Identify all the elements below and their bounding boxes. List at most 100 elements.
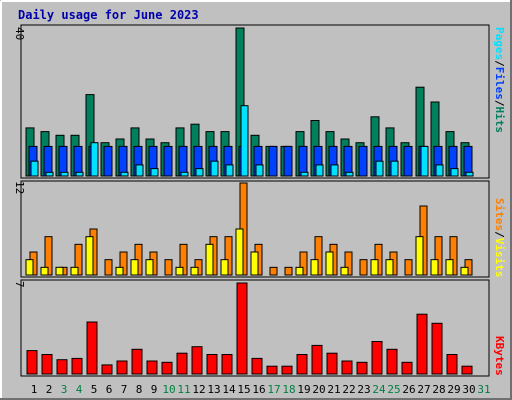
legend-sep-3: / <box>493 231 506 238</box>
legend-visits: Visits <box>493 238 506 278</box>
pages-bar-day-9 <box>150 168 159 177</box>
pages-bar-day-19 <box>300 171 309 177</box>
legend-sep-1: / <box>493 60 506 67</box>
pages-bar-day-25 <box>390 160 399 177</box>
kbytes-bar-day-5 <box>86 321 98 375</box>
kbytes-bar-day-18 <box>281 365 293 375</box>
kbytes-bar-day-24 <box>371 341 383 375</box>
visits-bar-day-16 <box>250 251 259 276</box>
pages-bar-day-3 <box>60 171 69 177</box>
chart-title: Daily usage for June 2023 <box>18 8 199 22</box>
visits-bar-day-1 <box>25 259 34 276</box>
files-bar-day-7 <box>118 145 128 177</box>
pages-bar-day-28 <box>435 164 444 177</box>
kbytes-bar-day-2 <box>41 354 53 375</box>
kbytes-bar-day-6 <box>101 364 113 375</box>
pages-bar-day-5 <box>90 142 99 177</box>
kbytes-bar-day-11 <box>176 352 188 375</box>
visits-bar-day-30 <box>460 266 469 276</box>
x-tick-label-day-14: 14 <box>222 383 236 396</box>
pages-bar-day-8 <box>135 164 144 177</box>
kbytes-bar-day-8 <box>131 348 143 375</box>
files-bar-day-30 <box>463 145 473 177</box>
bars-layer <box>25 27 474 375</box>
panel-bottom-ymax-label: 7 <box>13 281 26 288</box>
visits-bar-day-4 <box>70 266 79 276</box>
sites-bar-day-26 <box>404 259 413 276</box>
files-bar-day-17 <box>268 145 278 177</box>
visits-bar-day-3 <box>55 266 64 276</box>
visits-bar-day-21 <box>325 251 334 276</box>
x-tick-label-day-20: 20 <box>312 383 325 396</box>
x-tick-label-day-6: 6 <box>106 383 113 396</box>
pages-bar-day-29 <box>450 168 459 177</box>
kbytes-bar-day-25 <box>386 348 398 375</box>
pages-bar-day-2 <box>45 171 54 177</box>
files-bar-day-22 <box>343 145 353 177</box>
x-tick-label-day-4: 4 <box>76 383 83 396</box>
x-tick-label-day-22: 22 <box>342 383 355 396</box>
visits-bar-day-20 <box>310 259 319 276</box>
kbytes-bar-day-21 <box>326 352 338 375</box>
legend-pages: Pages <box>493 27 506 60</box>
kbytes-bar-day-4 <box>71 357 83 375</box>
files-bar-day-2 <box>43 145 53 177</box>
x-tick-label-day-11: 11 <box>177 383 190 396</box>
kbytes-bar-day-15 <box>236 282 248 375</box>
visits-bar-day-8 <box>130 259 139 276</box>
pages-bar-day-15 <box>240 105 249 177</box>
kbytes-bar-day-9 <box>146 360 158 375</box>
kbytes-bar-day-1 <box>26 350 38 375</box>
pages-bar-day-30 <box>465 171 474 177</box>
legend-hits: Hits <box>493 107 506 134</box>
pages-bar-day-14 <box>225 164 234 177</box>
x-tick-label-day-25: 25 <box>387 383 400 396</box>
x-tick-label-day-15: 15 <box>237 383 250 396</box>
x-tick-label-day-1: 1 <box>31 383 38 396</box>
legend-top: Pages/Files/Hits <box>493 27 506 133</box>
sites-bar-day-18 <box>284 266 293 276</box>
pages-bar-day-16 <box>255 164 264 177</box>
kbytes-bar-day-13 <box>206 354 218 375</box>
visits-bar-day-14 <box>220 259 229 276</box>
pages-bar-day-24 <box>375 160 384 177</box>
x-tick-label-day-12: 12 <box>192 383 205 396</box>
kbytes-bar-day-14 <box>221 354 233 375</box>
sites-bar-day-23 <box>359 259 368 276</box>
pages-bar-day-20 <box>315 164 324 177</box>
visits-bar-day-29 <box>445 259 454 276</box>
kbytes-bar-day-7 <box>116 360 128 375</box>
pages-bar-day-27 <box>420 145 429 177</box>
files-bar-day-4 <box>73 145 83 177</box>
legend-sites: Sites <box>493 198 506 231</box>
pages-bar-day-12 <box>195 168 204 177</box>
legend-middle: Sites/Visits <box>493 198 506 278</box>
legend-files: Files <box>493 67 506 100</box>
pages-bar-day-13 <box>210 160 219 177</box>
pages-bar-day-7 <box>120 171 129 177</box>
x-tick-label-day-23: 23 <box>357 383 370 396</box>
legend-bottom: KBytes <box>493 336 506 376</box>
kbytes-bar-day-10 <box>161 361 173 375</box>
x-tick-label-day-30: 30 <box>462 383 475 396</box>
visits-bar-day-15 <box>235 228 244 276</box>
visits-bar-day-27 <box>415 236 424 276</box>
visits-bar-day-12 <box>190 266 199 276</box>
x-tick-label-day-3: 3 <box>61 383 68 396</box>
pages-bar-day-1 <box>30 160 39 177</box>
x-tick-label-day-29: 29 <box>447 383 460 396</box>
pages-bar-day-4 <box>75 171 84 177</box>
kbytes-bar-day-12 <box>191 346 203 375</box>
kbytes-bar-day-29 <box>446 354 458 375</box>
x-tick-label-day-5: 5 <box>91 383 98 396</box>
x-tick-label-day-2: 2 <box>46 383 53 396</box>
sites-bar-day-6 <box>104 259 113 276</box>
x-tick-label-day-18: 18 <box>282 383 295 396</box>
kbytes-bar-day-19 <box>296 354 308 375</box>
sites-bar-day-17 <box>269 266 278 276</box>
kbytes-bar-day-30 <box>461 365 473 375</box>
panel-top-ymax-label: 40 <box>13 27 26 40</box>
x-tick-label-day-24: 24 <box>372 383 386 396</box>
files-bar-day-19 <box>298 145 308 177</box>
